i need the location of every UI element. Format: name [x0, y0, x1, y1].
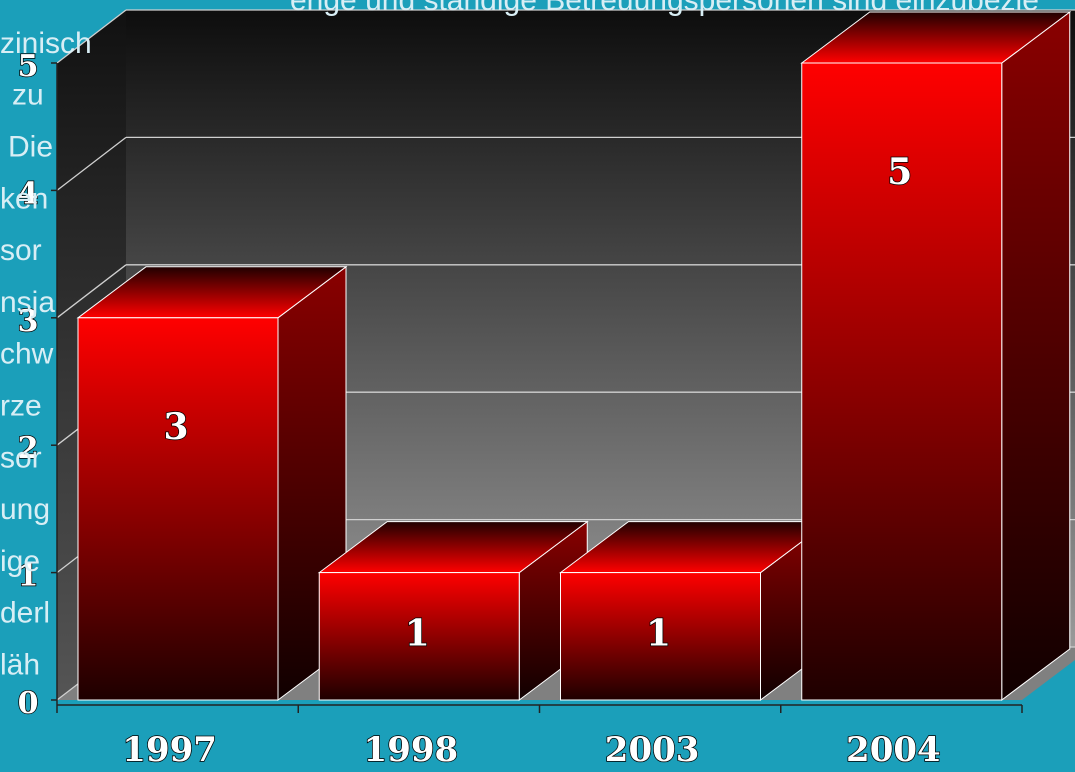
bar-side [1001, 11, 1071, 701]
slide-text: zu [12, 79, 44, 112]
y-tick-label: 4 [18, 176, 39, 211]
slide-text: Die [8, 131, 53, 164]
grid-line [56, 9, 127, 64]
value-label: 1 [405, 612, 430, 654]
bar [318, 572, 520, 701]
y-tick-label: 5 [18, 49, 39, 84]
value-label: 1 [646, 612, 671, 654]
value-label: 5 [887, 151, 912, 193]
slide-text: sor [0, 234, 42, 267]
bar [801, 62, 1003, 701]
bar [560, 572, 761, 701]
slide-text: enge und ständige Betreuungspersonen sin… [290, 0, 1039, 17]
slide-text: zinisch [0, 27, 92, 60]
slide-text: derl [0, 597, 50, 630]
slide-text: sor [0, 441, 42, 474]
y-tick-label: 3 [18, 304, 39, 339]
slide-text: rze [0, 390, 42, 423]
slide-text: chw [0, 338, 54, 371]
y-tick-label: 1 [18, 559, 39, 594]
x-tick-label: 1998 [364, 730, 459, 770]
slide-text: ken [0, 182, 48, 215]
grid-line [56, 136, 127, 191]
slide-text: läh [0, 649, 40, 682]
slide-text: ung [0, 493, 50, 526]
x-tick-label: 2003 [605, 730, 700, 770]
slide-text: nsja [0, 286, 55, 319]
bar [77, 317, 279, 701]
y-tick-label: 2 [18, 431, 39, 466]
value-label: 3 [163, 406, 188, 448]
slide-text: ige [0, 545, 40, 578]
y-tick-label: 0 [18, 686, 39, 721]
x-tick-label: 1997 [122, 730, 217, 770]
x-tick-label: 2004 [846, 730, 941, 770]
grid-line [56, 264, 127, 319]
